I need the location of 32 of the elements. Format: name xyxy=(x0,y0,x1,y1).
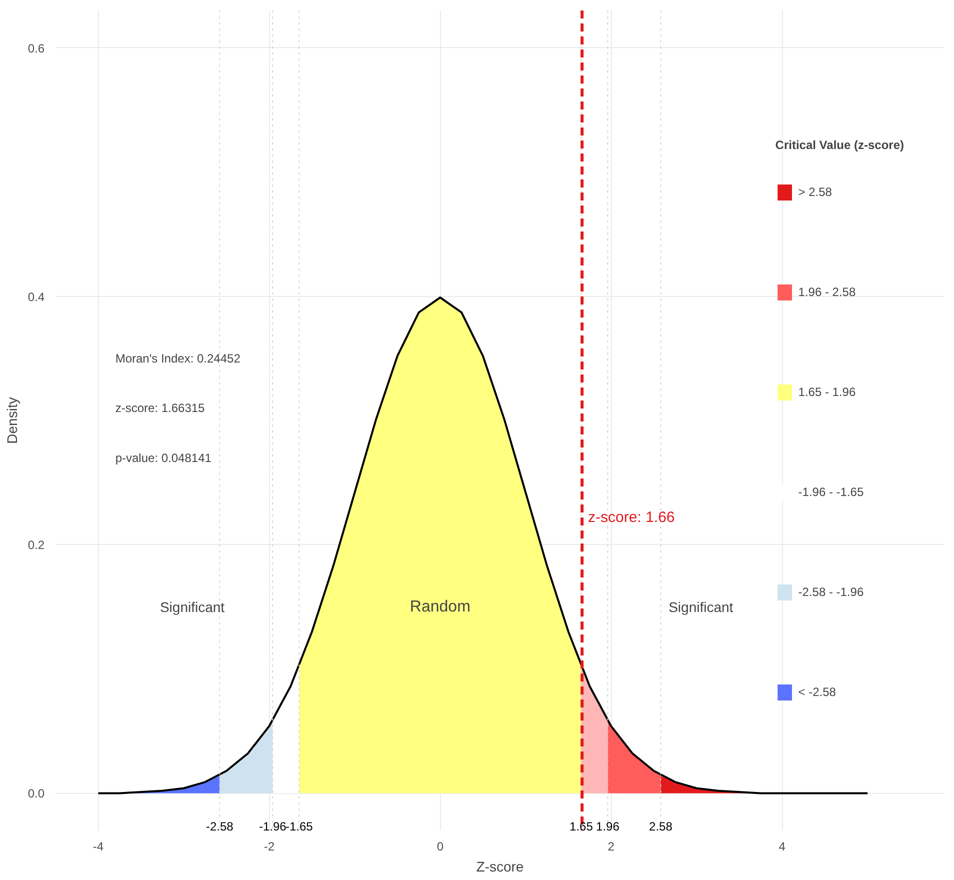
legend-label: -2.58 - -1.96 xyxy=(798,584,864,601)
y-tick-label: 0.4 xyxy=(28,290,45,304)
legend-label: -1.96 - -1.65 xyxy=(798,484,864,501)
ref-line-label: 1.96 xyxy=(596,820,620,834)
annotation: Significant xyxy=(668,598,734,615)
y-tick-label: 0.6 xyxy=(28,41,45,56)
legend-label: > 2.58 xyxy=(798,184,832,201)
x-tick-label: 0 xyxy=(436,840,444,854)
annotation: z-score: 1.66315 xyxy=(115,401,206,416)
legend-title: Critical Value (z-score) xyxy=(775,138,904,152)
y-tick-label: 0.0 xyxy=(28,786,45,801)
line-series xyxy=(97,296,869,794)
x-tick-label: -4 xyxy=(92,840,104,854)
y-tick-label: 0.2 xyxy=(28,538,45,552)
ref-line-label: -1.65 xyxy=(285,820,314,834)
x-tick-label: 2 xyxy=(608,840,615,854)
ref-line-label: z-score: 1.66 xyxy=(588,509,675,526)
y-axis-title: Density xyxy=(4,397,20,444)
ref-line-label: -2.58 xyxy=(206,820,234,834)
x-tick-label: -2 xyxy=(264,840,275,854)
legend-label: < -2.58 xyxy=(798,684,836,701)
x-axis-title: Z-score xyxy=(476,858,524,874)
annotation: Moran's Index: 0.24452 xyxy=(115,351,241,366)
annotation: Significant xyxy=(160,598,225,615)
ref-line-label: 2.58 xyxy=(649,820,673,834)
legend-label: 1.65 - 1.96 xyxy=(798,384,856,401)
x-tick-label: 4 xyxy=(778,840,786,854)
annotation: p-value: 0.048141 xyxy=(115,450,212,465)
ref-line-label: 1.65 xyxy=(570,820,594,834)
annotation: Random xyxy=(410,598,470,616)
ref-line-label: -1.96 xyxy=(258,820,287,834)
legend-label: 1.96 - 2.58 xyxy=(798,284,856,301)
